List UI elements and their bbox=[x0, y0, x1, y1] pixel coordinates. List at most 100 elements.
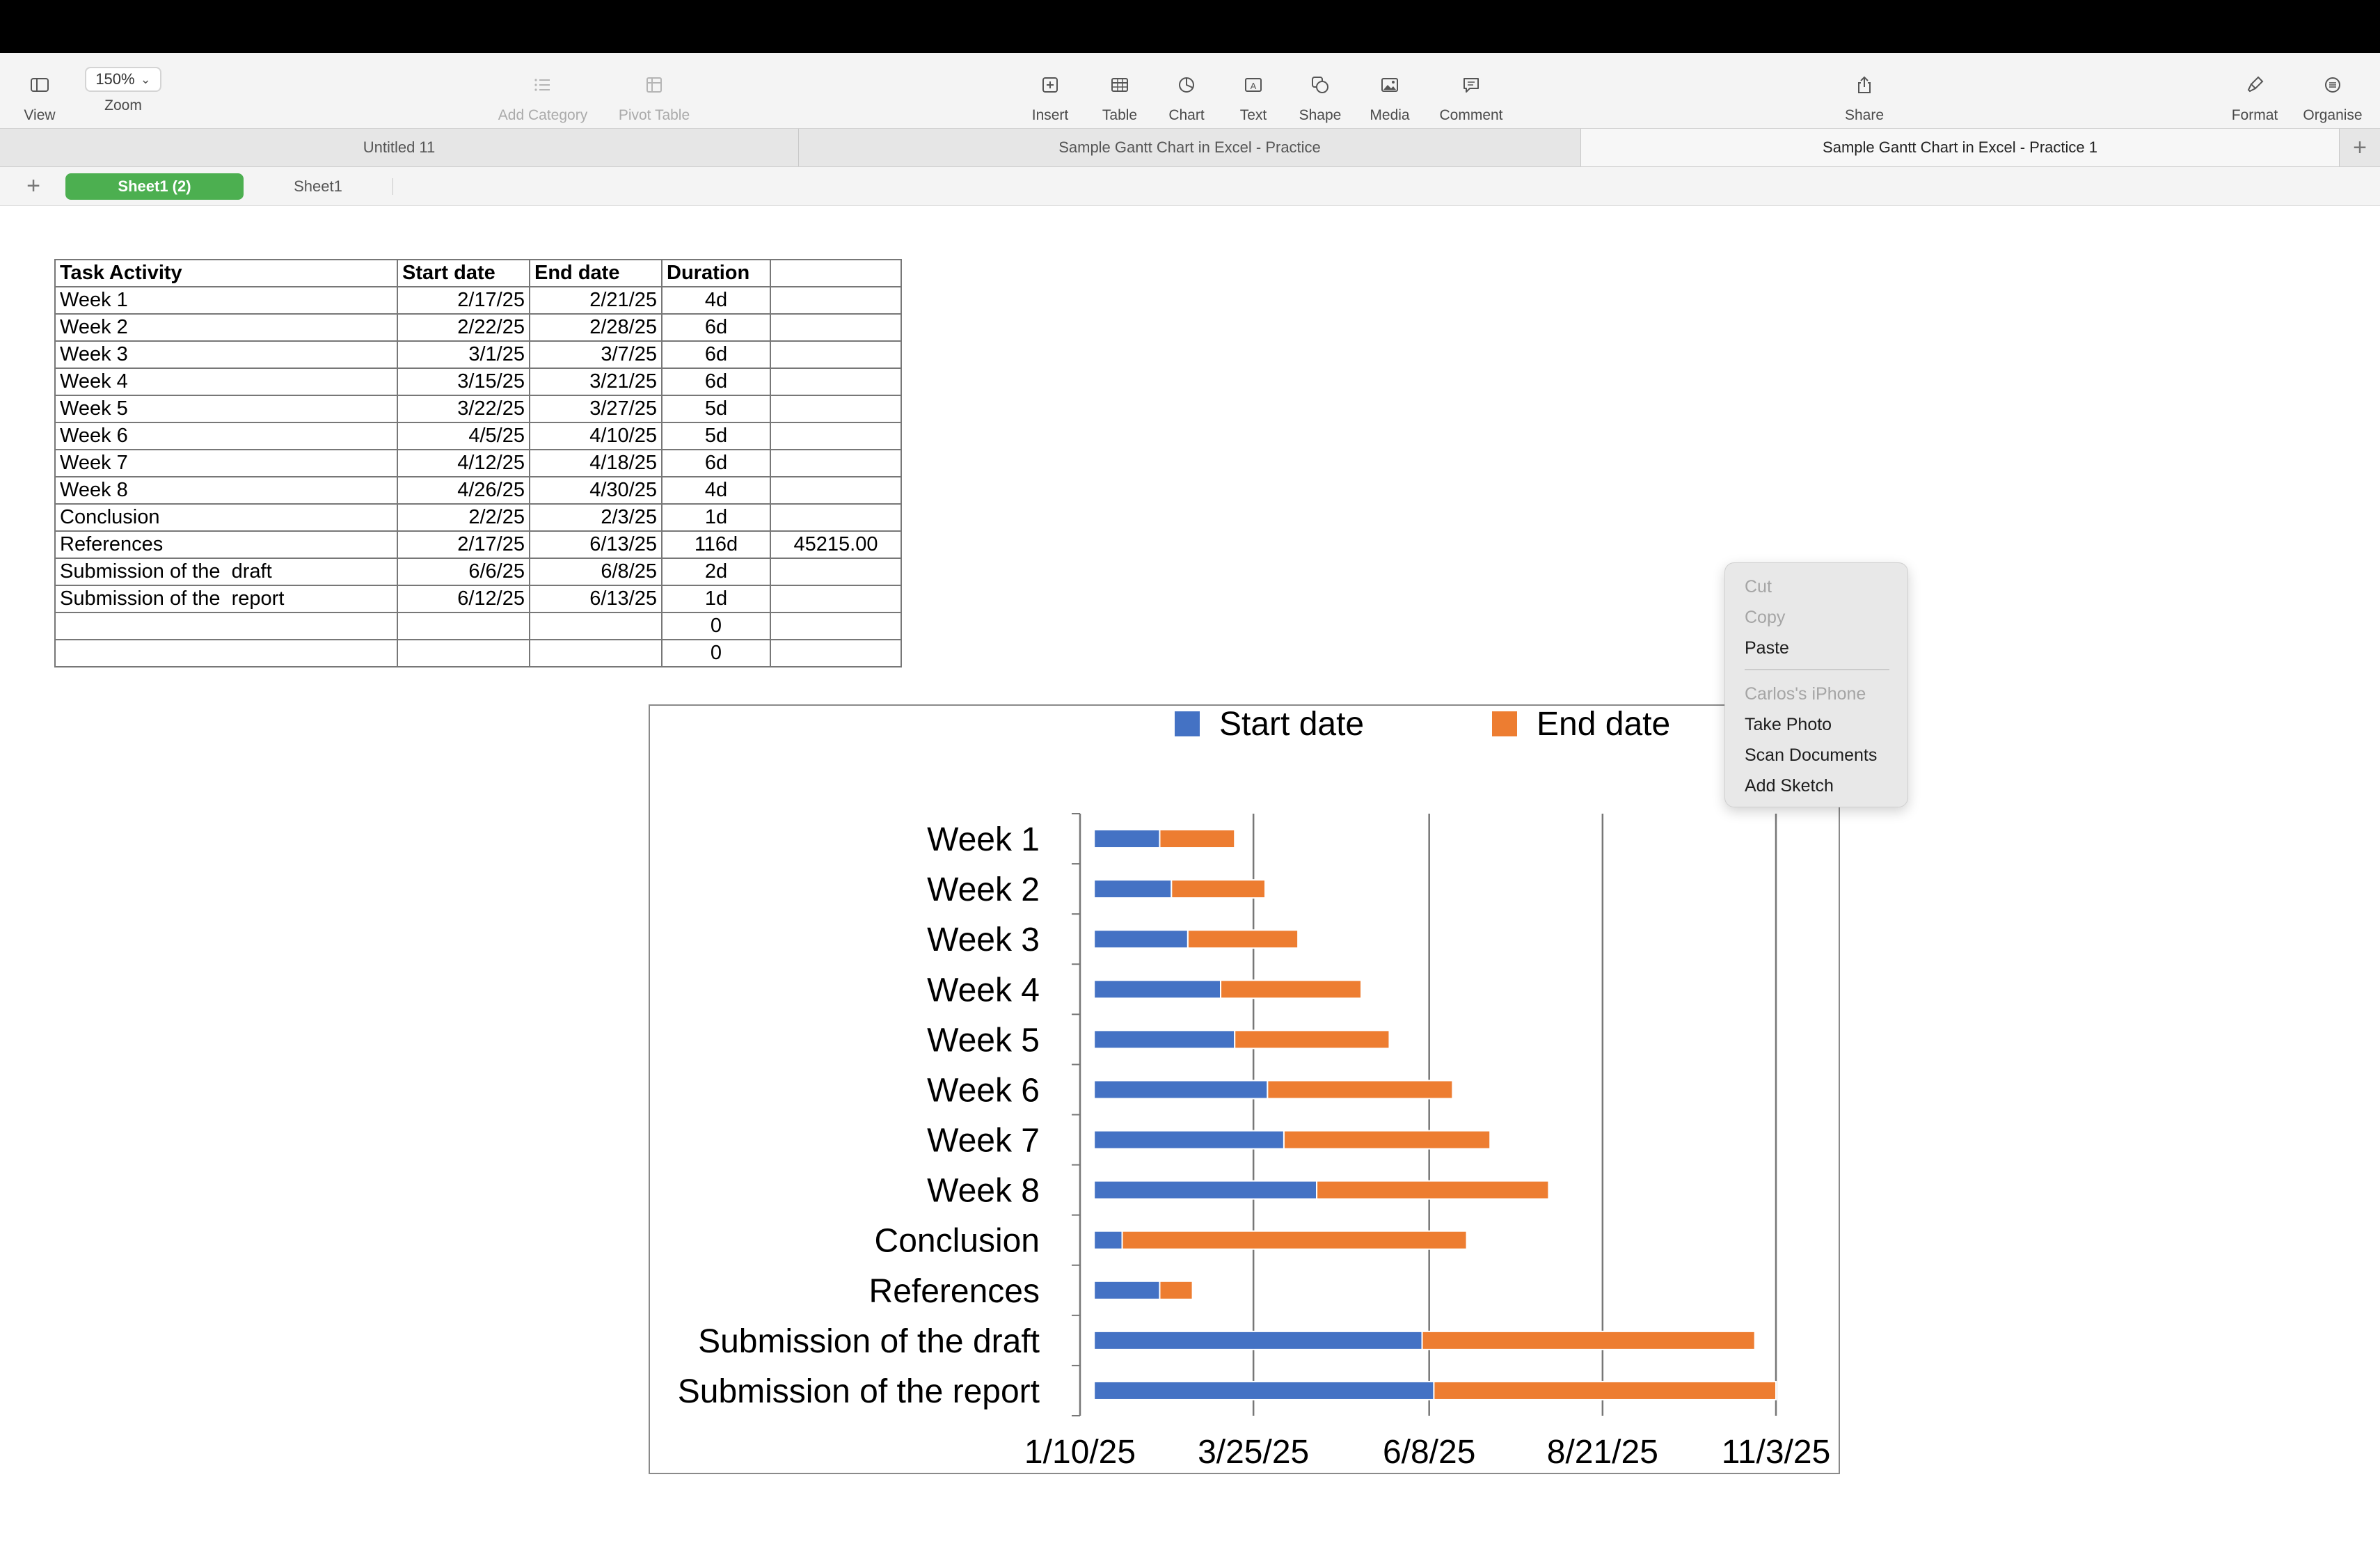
cell-duration[interactable]: 1d bbox=[661, 503, 771, 532]
cell-task[interactable] bbox=[54, 612, 398, 640]
cell-task[interactable]: Week 7 bbox=[54, 449, 398, 477]
cell-extra[interactable] bbox=[770, 585, 902, 613]
cell-end-date[interactable]: 4/18/25 bbox=[529, 449, 663, 477]
cell-duration[interactable]: 5d bbox=[661, 422, 771, 450]
cell-task[interactable]: Week 2 bbox=[54, 313, 398, 342]
cell-extra[interactable] bbox=[770, 612, 902, 640]
cell-extra[interactable] bbox=[770, 639, 902, 667]
cell-duration[interactable]: 0 bbox=[661, 612, 771, 640]
cell-task[interactable]: Submission of the draft bbox=[54, 558, 398, 586]
sheet-tab-sheet1-2[interactable]: Sheet1 (2) bbox=[65, 173, 244, 200]
cell-start-date[interactable]: 3/15/25 bbox=[397, 368, 530, 396]
cell-task[interactable]: Conclusion bbox=[54, 503, 398, 532]
cell-duration[interactable]: 4d bbox=[661, 286, 771, 315]
format-button[interactable]: Format bbox=[2226, 53, 2284, 128]
add-category-button[interactable]: Add Category bbox=[487, 53, 598, 128]
cell-task[interactable]: References bbox=[54, 530, 398, 559]
cell-extra[interactable] bbox=[770, 340, 902, 369]
organise-button[interactable]: Organise bbox=[2296, 53, 2369, 128]
header-task-activity[interactable]: Task Activity bbox=[54, 259, 398, 287]
cell-task[interactable]: Week 4 bbox=[54, 368, 398, 396]
cell-end-date[interactable]: 4/10/25 bbox=[529, 422, 663, 450]
cell-extra[interactable] bbox=[770, 449, 902, 477]
cell-task[interactable]: Week 8 bbox=[54, 476, 398, 505]
shape-button[interactable]: Shape bbox=[1296, 53, 1344, 128]
cell-start-date[interactable]: 2/2/25 bbox=[397, 503, 530, 532]
view-button[interactable]: View bbox=[15, 53, 64, 128]
header-end-date[interactable]: End date bbox=[529, 259, 663, 287]
doc-tab-gantt-practice-1[interactable]: Sample Gantt Chart in Excel - Practice 1 bbox=[1581, 129, 2340, 166]
doc-tab-untitled-11[interactable]: Untitled 11 bbox=[0, 129, 799, 166]
cell-duration[interactable]: 116d bbox=[661, 530, 771, 559]
cell-task[interactable]: Week 3 bbox=[54, 340, 398, 369]
text-button[interactable]: A Text bbox=[1229, 53, 1278, 128]
cell-end-date[interactable]: 3/21/25 bbox=[529, 368, 663, 396]
zoom-select[interactable]: 150% ⌄ bbox=[85, 67, 161, 92]
cell-start-date[interactable]: 4/26/25 bbox=[397, 476, 530, 505]
cell-start-date[interactable]: 2/22/25 bbox=[397, 313, 530, 342]
cell-start-date[interactable]: 2/17/25 bbox=[397, 286, 530, 315]
cell-start-date[interactable]: 4/5/25 bbox=[397, 422, 530, 450]
cell-start-date[interactable]: 3/22/25 bbox=[397, 395, 530, 423]
gantt-data-table[interactable]: Task Activity Start date End date Durati… bbox=[54, 259, 902, 667]
cell-duration[interactable]: 6d bbox=[661, 340, 771, 369]
comment-button[interactable]: Comment bbox=[1435, 53, 1507, 128]
cell-extra[interactable] bbox=[770, 476, 902, 505]
cell-end-date[interactable] bbox=[529, 612, 663, 640]
pivot-table-button[interactable]: Pivot Table bbox=[607, 53, 701, 128]
menu-item-add-sketch[interactable]: Add Sketch bbox=[1745, 776, 1834, 796]
chart-button[interactable]: Chart bbox=[1162, 53, 1211, 128]
menu-item-take-photo[interactable]: Take Photo bbox=[1745, 715, 1832, 734]
cell-end-date[interactable]: 2/28/25 bbox=[529, 313, 663, 342]
sheet-tab-sheet1[interactable]: Sheet1 bbox=[294, 177, 342, 195]
cell-extra[interactable] bbox=[770, 395, 902, 423]
cell-task[interactable]: Week 6 bbox=[54, 422, 398, 450]
new-tab-plus-icon[interactable]: + bbox=[2339, 129, 2380, 166]
cell-duration[interactable]: 2d bbox=[661, 558, 771, 586]
cell-task[interactable]: Week 5 bbox=[54, 395, 398, 423]
cell-task[interactable]: Submission of the report bbox=[54, 585, 398, 613]
cell-extra[interactable] bbox=[770, 286, 902, 315]
cell-extra[interactable] bbox=[770, 558, 902, 586]
cell-extra[interactable] bbox=[770, 503, 902, 532]
cell-duration[interactable]: 5d bbox=[661, 395, 771, 423]
cell-duration[interactable]: 0 bbox=[661, 639, 771, 667]
cell-extra[interactable] bbox=[770, 422, 902, 450]
doc-tab-gantt-practice[interactable]: Sample Gantt Chart in Excel - Practice bbox=[799, 129, 1581, 166]
cell-task[interactable] bbox=[54, 639, 398, 667]
cell-start-date[interactable]: 6/12/25 bbox=[397, 585, 530, 613]
cell-end-date[interactable]: 2/3/25 bbox=[529, 503, 663, 532]
cell-end-date[interactable]: 6/13/25 bbox=[529, 585, 663, 613]
share-button[interactable]: Share bbox=[1840, 53, 1889, 128]
insert-button[interactable]: Insert bbox=[1024, 53, 1076, 128]
media-button[interactable]: Media bbox=[1364, 53, 1415, 128]
cell-end-date[interactable]: 3/27/25 bbox=[529, 395, 663, 423]
cell-start-date[interactable] bbox=[397, 639, 530, 667]
cell-duration[interactable]: 6d bbox=[661, 449, 771, 477]
header-start-date[interactable]: Start date bbox=[397, 259, 530, 287]
cell-end-date[interactable] bbox=[529, 639, 663, 667]
cell-extra[interactable] bbox=[770, 313, 902, 342]
cell-duration[interactable]: 6d bbox=[661, 313, 771, 342]
menu-item-scan-documents[interactable]: Scan Documents bbox=[1745, 745, 1878, 765]
cell-duration[interactable]: 6d bbox=[661, 368, 771, 396]
gantt-chart[interactable]: Week 1 Week 2 Week 3 Week 4 Week 5 Week 6 Week… bbox=[649, 704, 1840, 1474]
cell-end-date[interactable]: 6/8/25 bbox=[529, 558, 663, 586]
menu-item-copy[interactable]: Copy bbox=[1745, 608, 1786, 627]
cell-extra[interactable]: 45215.00 bbox=[770, 530, 902, 559]
add-sheet-plus-icon[interactable]: + bbox=[26, 172, 40, 199]
table-button[interactable]: Table bbox=[1095, 53, 1144, 128]
cell-extra[interactable] bbox=[770, 368, 902, 396]
menu-item-cut[interactable]: Cut bbox=[1745, 577, 1772, 596]
cell-end-date[interactable]: 6/13/25 bbox=[529, 530, 663, 559]
cell-end-date[interactable]: 4/30/25 bbox=[529, 476, 663, 505]
cell-end-date[interactable]: 2/21/25 bbox=[529, 286, 663, 315]
header-empty[interactable] bbox=[770, 259, 902, 287]
cell-duration[interactable]: 4d bbox=[661, 476, 771, 505]
cell-start-date[interactable]: 2/17/25 bbox=[397, 530, 530, 559]
cell-start-date[interactable] bbox=[397, 612, 530, 640]
cell-start-date[interactable]: 6/6/25 bbox=[397, 558, 530, 586]
cell-start-date[interactable]: 3/1/25 bbox=[397, 340, 530, 369]
cell-task[interactable]: Week 1 bbox=[54, 286, 398, 315]
cell-duration[interactable]: 1d bbox=[661, 585, 771, 613]
